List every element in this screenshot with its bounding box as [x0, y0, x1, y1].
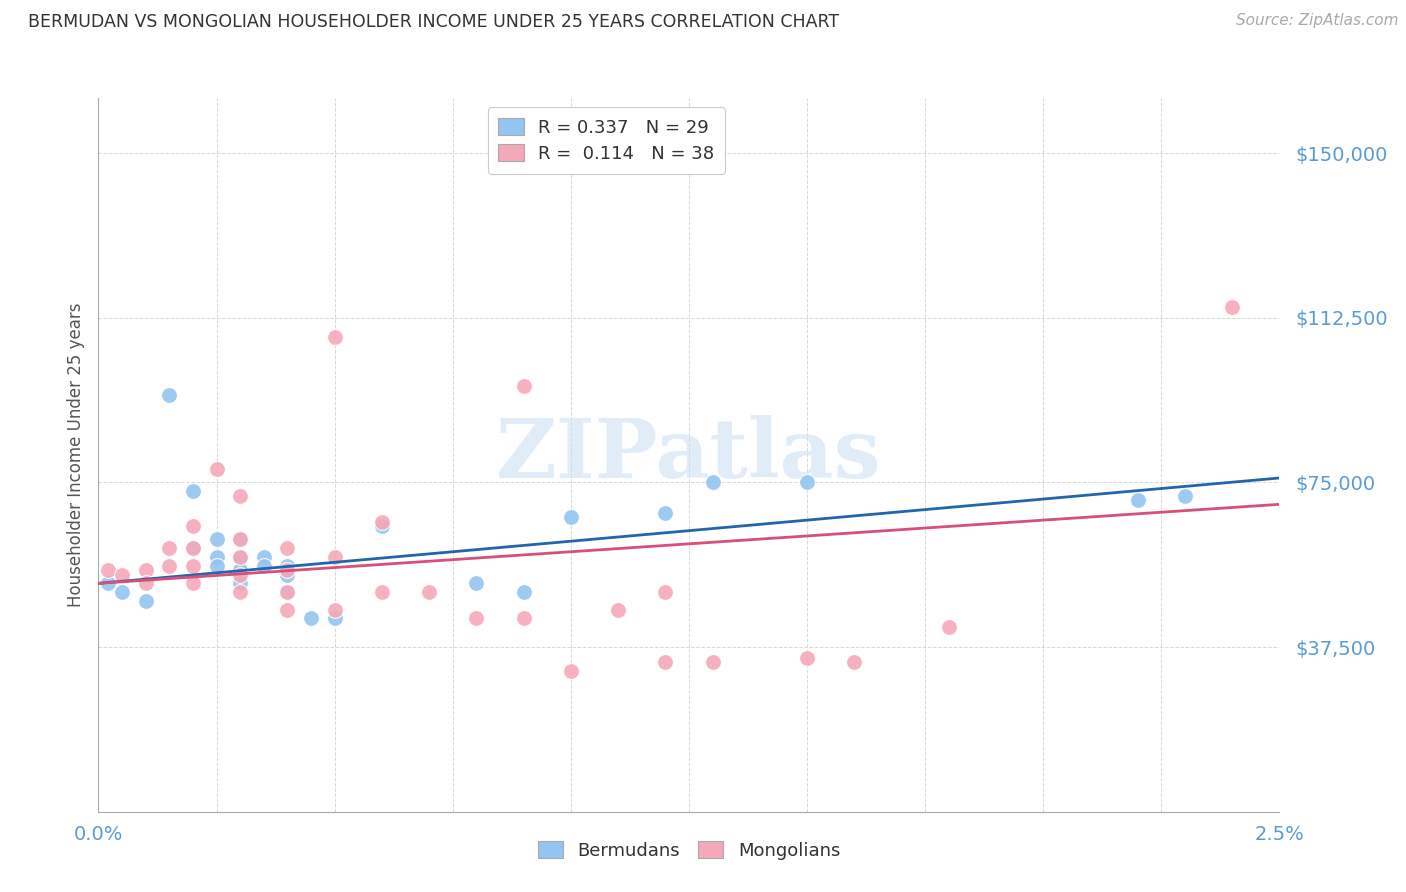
Point: [181, 541, 204, 556]
Text: ZIPatlas: ZIPatlas: [496, 415, 882, 495]
Point: [135, 563, 157, 577]
Point: [135, 594, 157, 608]
Point: [181, 484, 204, 499]
Point: [181, 558, 204, 573]
Point: [323, 603, 346, 617]
Point: [229, 576, 252, 591]
Point: [276, 603, 298, 617]
Point: [97, 563, 120, 577]
Point: [371, 515, 394, 529]
Point: [229, 549, 252, 564]
Point: [229, 567, 252, 582]
Point: [276, 558, 298, 573]
Point: [1126, 492, 1149, 507]
Point: [1220, 300, 1243, 314]
Point: [654, 585, 676, 599]
Point: [276, 585, 298, 599]
Point: [702, 656, 724, 670]
Point: [418, 585, 440, 599]
Point: [844, 656, 866, 670]
Point: [111, 585, 134, 599]
Text: BERMUDAN VS MONGOLIAN HOUSEHOLDER INCOME UNDER 25 YEARS CORRELATION CHART: BERMUDAN VS MONGOLIAN HOUSEHOLDER INCOME…: [28, 13, 839, 31]
Point: [702, 475, 724, 490]
Point: [323, 611, 346, 625]
Point: [276, 585, 298, 599]
Point: [276, 563, 298, 577]
Point: [181, 541, 204, 556]
Point: [607, 603, 630, 617]
Point: [229, 533, 252, 547]
Point: [181, 576, 204, 591]
Point: [229, 533, 252, 547]
Point: [229, 489, 252, 503]
Y-axis label: Householder Income Under 25 years: Householder Income Under 25 years: [66, 302, 84, 607]
Point: [276, 567, 298, 582]
Point: [371, 585, 394, 599]
Point: [253, 549, 276, 564]
Point: [276, 541, 298, 556]
Point: [205, 549, 228, 564]
Point: [323, 330, 346, 344]
Point: [229, 549, 252, 564]
Point: [229, 563, 252, 577]
Point: [560, 510, 582, 524]
Text: Source: ZipAtlas.com: Source: ZipAtlas.com: [1236, 13, 1399, 29]
Point: [229, 585, 252, 599]
Point: [181, 519, 204, 533]
Point: [512, 378, 534, 392]
Point: [371, 519, 394, 533]
Point: [97, 576, 120, 591]
Point: [938, 620, 960, 634]
Point: [796, 651, 818, 665]
Point: [654, 506, 676, 520]
Point: [157, 387, 180, 401]
Point: [157, 558, 180, 573]
Point: [135, 576, 157, 591]
Point: [157, 541, 180, 556]
Point: [796, 475, 818, 490]
Point: [323, 549, 346, 564]
Point: [512, 611, 534, 625]
Point: [654, 656, 676, 670]
Point: [205, 462, 228, 476]
Point: [465, 576, 488, 591]
Point: [205, 558, 228, 573]
Legend: Bermudans, Mongolians: Bermudans, Mongolians: [530, 834, 848, 867]
Point: [205, 533, 228, 547]
Point: [299, 611, 322, 625]
Point: [465, 611, 488, 625]
Point: [1174, 489, 1197, 503]
Point: [512, 585, 534, 599]
Point: [560, 664, 582, 678]
Point: [253, 558, 276, 573]
Point: [111, 567, 134, 582]
